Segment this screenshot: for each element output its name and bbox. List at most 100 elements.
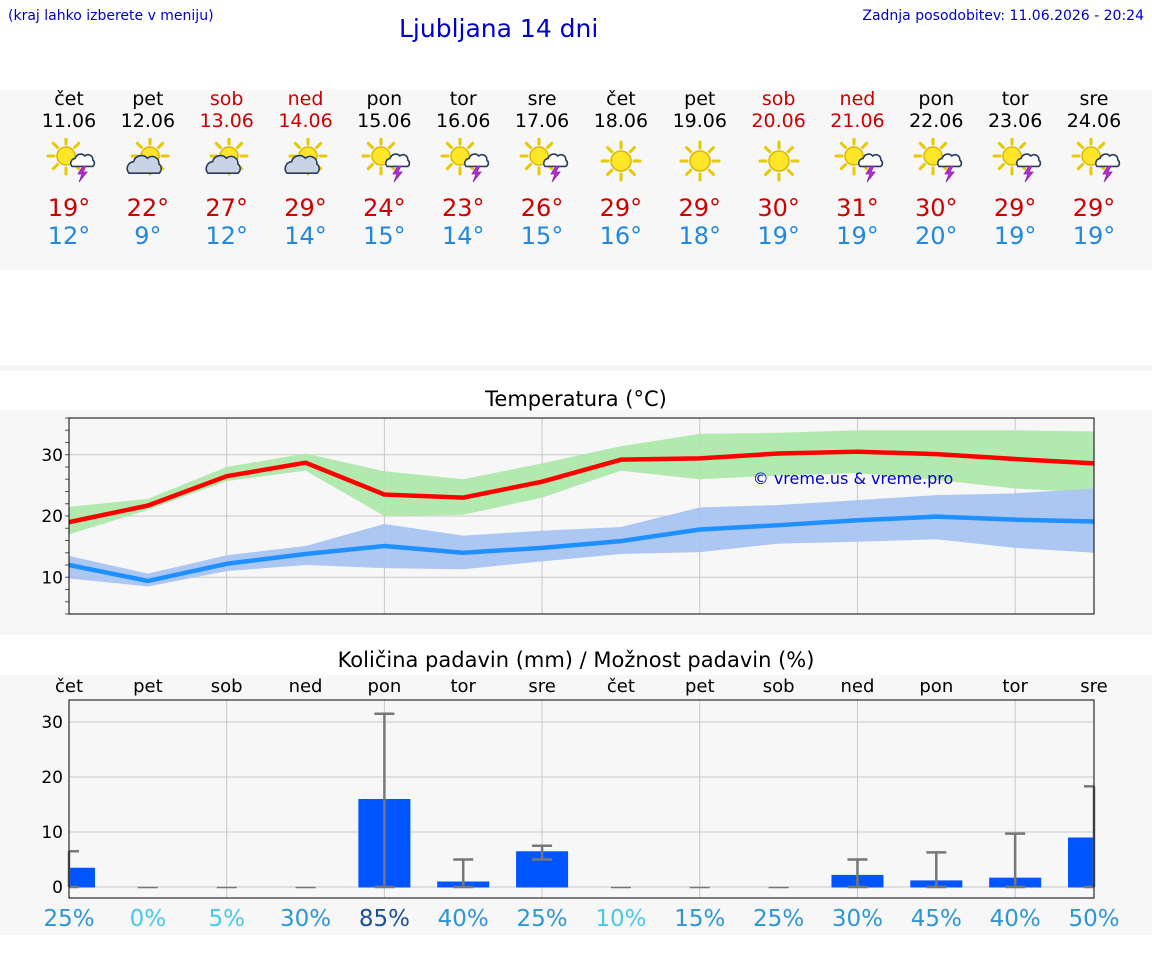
day-column: sob 13.06 27° 12°	[188, 88, 266, 250]
max-temp: 22°	[126, 194, 170, 222]
sun-icon	[679, 140, 721, 182]
sun-cloud-icon	[126, 138, 170, 176]
x-category-label: ned	[841, 676, 875, 697]
separator-band	[0, 365, 1152, 371]
y-tick-label: 30	[41, 446, 63, 466]
weekday-label: pon	[366, 88, 403, 110]
x-category-label: ned	[289, 676, 323, 697]
lightning-shape	[77, 165, 88, 183]
max-temp: 31°	[836, 194, 879, 222]
day-column: pet 12.06 22° 9°	[109, 88, 187, 250]
weekday-label: sob	[761, 88, 796, 110]
day-column: pon 15.06 24° 15°	[345, 88, 423, 250]
date-label: 14.06	[278, 110, 333, 132]
day-column: sob 20.06 30° 19°	[740, 88, 818, 250]
max-temp: 24°	[363, 194, 406, 222]
sun-storm-icon	[440, 138, 490, 183]
cloud-shape	[937, 153, 963, 168]
weekday-label: čet	[54, 88, 84, 110]
min-temp: 14°	[284, 222, 327, 250]
max-temp-range-band	[69, 430, 1094, 535]
max-temp: 30°	[757, 194, 800, 222]
lightning-shape	[550, 165, 561, 183]
max-temp: 30°	[915, 194, 958, 222]
watermark: © vreme.us & vreme.pro	[753, 469, 954, 488]
weekday-label: ned	[287, 88, 324, 110]
last-update: Zadnja posodobitev: 11.06.2026 - 20:24	[862, 8, 1144, 24]
precip-probability-label: 25%	[753, 906, 804, 932]
min-temp-range-band	[69, 488, 1094, 587]
y-tick-label: 20	[41, 507, 63, 527]
lightning-shape	[865, 165, 877, 183]
weekday-label: sre	[527, 88, 557, 110]
date-label: 24.06	[1066, 110, 1122, 132]
sun-storm-icon	[1071, 138, 1121, 183]
date-label: 11.06	[41, 110, 97, 132]
weekday-label: čet	[606, 88, 636, 110]
min-temp: 14°	[441, 222, 485, 250]
y-tick-label: 10	[41, 568, 63, 588]
precip-probability-label: 10%	[595, 906, 646, 932]
cloud-shape	[858, 153, 884, 168]
lightning-shape	[944, 165, 956, 183]
sun-cloud-icon	[205, 138, 249, 176]
date-label: 22.06	[909, 110, 964, 132]
lightning-shape	[471, 165, 483, 183]
date-label: 12.06	[120, 110, 176, 132]
max-temp: 19°	[47, 194, 91, 222]
max-temp: 23°	[441, 194, 485, 222]
date-label: 19.06	[672, 110, 727, 132]
date-label: 15.06	[357, 110, 412, 132]
day-column: ned 14.06 29° 14°	[267, 88, 345, 250]
cloud-shape	[385, 153, 411, 168]
precip-probability-label: 30%	[280, 906, 331, 932]
precip-bar	[1068, 837, 1094, 888]
max-temp: 29°	[993, 194, 1037, 222]
sun-shape	[600, 140, 642, 182]
plot-frame	[68, 417, 1095, 615]
cloud-shape	[543, 153, 569, 168]
weekday-label: sob	[209, 88, 244, 110]
max-temp: 27°	[205, 194, 248, 222]
cloud-shape	[126, 154, 162, 174]
weekday-label: pet	[132, 88, 164, 110]
min-temp: 20°	[915, 222, 958, 250]
x-category-label: sob	[763, 676, 795, 697]
weekday-label: ned	[839, 88, 876, 110]
precip-probability-label: 25%	[517, 906, 568, 932]
y-tick-label: 0	[52, 878, 63, 898]
day-column: ned 21.06 31° 19°	[818, 88, 896, 250]
date-label: 20.06	[751, 110, 806, 132]
cloud-shape	[283, 154, 320, 174]
precipitation-chart: 0 10 20 30 čet pet sob ned pon tor sre čet pet sob ned…	[41, 676, 1119, 932]
max-temp: 29°	[1072, 194, 1116, 222]
precip-probability-label: 15%	[674, 906, 725, 932]
lightning-shape	[1023, 165, 1034, 183]
min-temp: 19°	[836, 222, 879, 250]
day-column: tor 16.06 23° 14°	[424, 88, 502, 250]
date-label: 18.06	[593, 110, 649, 132]
x-category-label: tor	[450, 676, 476, 697]
plot-frame	[68, 699, 1095, 899]
cloud-shape	[1016, 153, 1042, 168]
sun-storm-icon	[519, 138, 569, 183]
sun-shape	[913, 138, 953, 176]
x-category-label: pon	[919, 676, 953, 697]
date-label: 13.06	[199, 110, 254, 132]
temperature-chart: 10 20 30 © vreme.us & vreme.pro	[41, 417, 1095, 615]
min-temp: 19°	[757, 222, 800, 250]
y-tick-label: 20	[41, 768, 63, 788]
x-category-label: čet	[607, 676, 635, 697]
cloud-shape	[1094, 153, 1121, 168]
precip-probability-label: 0%	[130, 906, 167, 932]
precip-probability-label: 45%	[911, 906, 962, 932]
x-category-label: pet	[133, 676, 163, 697]
x-category-label: pet	[685, 676, 715, 697]
max-temp: 26°	[520, 194, 564, 222]
min-temp: 12°	[205, 222, 248, 250]
day-column: čet 18.06 29° 16°	[582, 88, 660, 250]
sun-storm-icon	[834, 138, 884, 183]
forecast-band	[0, 90, 1152, 270]
lightning-shape	[392, 165, 404, 183]
x-category-label: sre	[1080, 676, 1107, 697]
